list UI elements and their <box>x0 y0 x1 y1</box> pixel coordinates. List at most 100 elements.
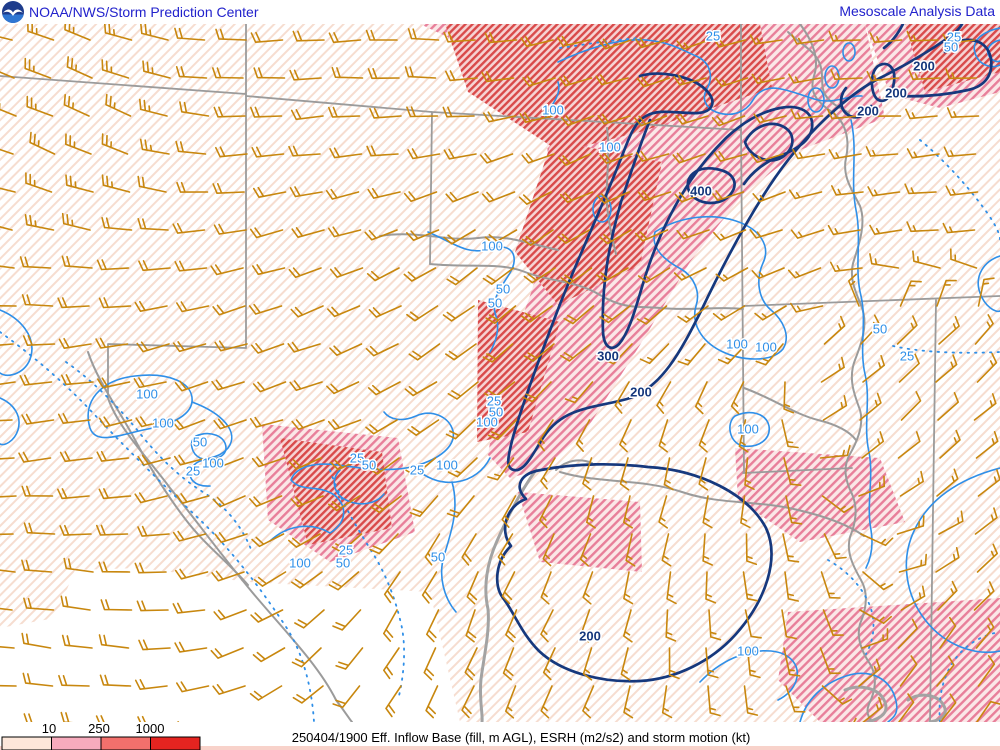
esrh-contour-label: 50 <box>362 458 376 473</box>
storm-motion-barb-icon <box>501 571 516 605</box>
esrh-contour-label: 100 <box>599 140 621 155</box>
storm-motion-barb-icon <box>101 217 133 231</box>
storm-motion-barb-icon <box>484 229 518 245</box>
storm-motion-barb-icon <box>211 379 245 391</box>
storm-motion-barb-icon <box>0 71 15 79</box>
storm-motion-barb-icon <box>63 557 94 573</box>
storm-motion-barb-icon <box>103 22 133 41</box>
storm-motion-barb-icon <box>327 226 362 238</box>
storm-motion-barb-icon <box>214 532 248 543</box>
storm-motion-barb-icon <box>675 113 709 125</box>
storm-motion-barb-icon <box>705 647 719 679</box>
storm-motion-barb-icon <box>66 56 93 79</box>
storm-motion-barb-icon <box>405 457 437 477</box>
header-title-left: NOAA/NWS/Storm Prediction Center <box>29 4 259 20</box>
header-background <box>0 0 1000 24</box>
storm-motion-barb-icon <box>945 68 978 80</box>
storm-motion-barb-icon <box>446 267 478 286</box>
storm-motion-barb-icon <box>99 674 132 687</box>
storm-motion-barb-icon <box>744 609 762 639</box>
storm-motion-barb-icon <box>481 191 516 203</box>
storm-motion-barb-icon <box>738 419 749 453</box>
storm-motion-barb-icon <box>858 658 881 687</box>
storm-motion-barb-icon <box>445 70 478 82</box>
esrh-contour-label: 25 <box>900 349 914 364</box>
storm-motion-barb-icon <box>575 419 591 452</box>
storm-motion-barb-icon <box>676 229 710 240</box>
storm-motion-barb-icon <box>212 495 246 508</box>
storm-motion-barb-icon <box>746 647 761 679</box>
storm-motion-barb-icon <box>861 431 885 459</box>
storm-motion-barb-icon <box>137 175 167 193</box>
storm-motion-barb-icon <box>705 571 717 604</box>
map-caption: 250404/1900 Eff. Inflow Base (fill, m AG… <box>292 730 751 745</box>
storm-motion-barb-icon <box>938 510 964 535</box>
storm-motion-barb-icon <box>900 585 926 611</box>
storm-motion-barb-icon <box>289 380 323 392</box>
storm-motion-barb-icon <box>96 259 130 271</box>
storm-motion-barb-icon <box>636 305 668 325</box>
storm-motion-barb-icon <box>656 381 672 414</box>
storm-motion-barb-icon <box>330 457 364 471</box>
storm-motion-barb-icon <box>523 343 555 362</box>
storm-motion-barb-icon <box>406 305 439 322</box>
esrh-contour-label: 200 <box>885 86 907 101</box>
storm-motion-barb-icon <box>65 133 92 155</box>
legend-tick-label: 10 <box>42 721 56 736</box>
storm-motion-barb-icon <box>790 229 825 239</box>
storm-motion-barb-icon <box>785 685 806 713</box>
storm-motion-barb-icon <box>542 647 556 681</box>
storm-motion-barb-icon <box>582 571 594 605</box>
esrh-contour-label: 100 <box>152 416 174 431</box>
storm-motion-barb-icon <box>744 457 755 490</box>
storm-motion-barb-icon <box>248 303 283 315</box>
storm-motion-barb-icon <box>291 647 322 668</box>
storm-motion-barb-icon <box>442 305 475 322</box>
storm-motion-barb-icon <box>23 522 56 535</box>
fill-medium-region <box>778 598 1000 722</box>
storm-motion-barb-icon <box>579 533 592 567</box>
storm-motion-barb-icon <box>484 381 516 400</box>
legend-color-segment <box>100 736 151 750</box>
esrh-contour-label: 200 <box>857 104 879 119</box>
storm-motion-barb-icon <box>896 693 915 725</box>
fill-dense-region <box>477 300 560 442</box>
storm-motion-barb-icon <box>0 533 14 536</box>
storm-motion-barb-icon <box>383 647 400 680</box>
storm-motion-barb-icon <box>366 267 400 282</box>
header-title-right: Mesoscale Analysis Data <box>839 3 995 19</box>
storm-motion-barb-icon <box>639 343 670 365</box>
storm-motion-barb-icon <box>485 305 517 324</box>
storm-motion-barb-icon <box>860 314 881 345</box>
storm-motion-barb-icon <box>404 381 438 397</box>
storm-motion-barb-icon <box>900 391 922 421</box>
storm-motion-barb-icon <box>742 571 758 602</box>
storm-motion-barb-icon <box>950 248 978 269</box>
storm-motion-barb-icon <box>540 571 552 605</box>
esrh-contour-label: 100 <box>202 456 224 471</box>
storm-motion-barb-icon <box>598 38 632 50</box>
storm-motion-barb-icon <box>973 581 995 611</box>
storm-motion-barb-icon <box>174 641 208 653</box>
storm-motion-barb-icon <box>586 495 596 529</box>
storm-motion-barb-icon <box>59 451 93 463</box>
storm-motion-barb-icon <box>58 337 92 349</box>
esrh-contour-label: 100 <box>436 458 458 473</box>
storm-motion-barb-icon <box>101 59 130 79</box>
storm-motion-barb-icon <box>481 71 515 83</box>
esrh-minor-contours <box>0 27 1000 723</box>
storm-motion-barb-icon <box>831 185 864 196</box>
storm-motion-barb-icon <box>252 647 286 663</box>
storm-motion-barb-icon <box>710 190 745 202</box>
storm-motion-barb-icon <box>745 533 758 566</box>
storm-motion-barb-icon <box>212 183 245 194</box>
storm-motion-barb-icon <box>712 305 746 321</box>
storm-motion-barb-icon <box>582 685 595 719</box>
storm-motion-barb-icon <box>0 569 16 573</box>
storm-motion-barb-icon <box>289 186 323 198</box>
storm-motion-barb-icon <box>0 646 15 649</box>
storm-motion-barb-icon <box>364 229 398 241</box>
storm-motion-barb-icon <box>790 108 824 120</box>
storm-motion-barb-icon <box>174 260 208 272</box>
storm-motion-barb-icon <box>24 214 55 231</box>
